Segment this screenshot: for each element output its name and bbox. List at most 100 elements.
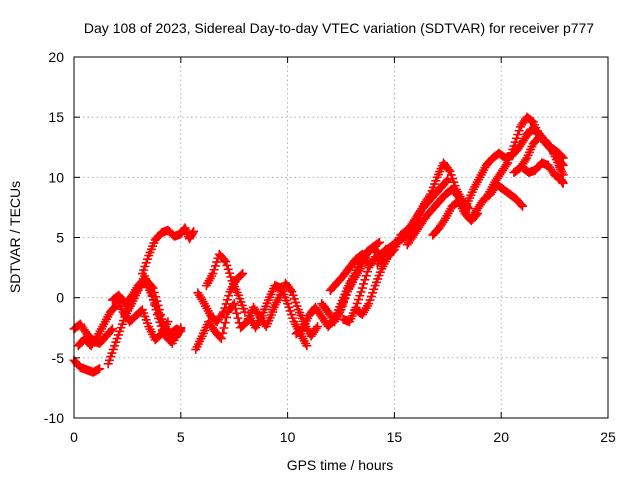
data-point	[154, 313, 164, 323]
x-tick-label: 0	[70, 429, 78, 445]
y-tick-label: 10	[48, 169, 64, 185]
data-point	[509, 141, 519, 151]
data-point	[198, 297, 208, 307]
data-point	[354, 266, 364, 276]
data-point	[208, 269, 218, 279]
series-sat-d	[103, 276, 186, 369]
data-point	[558, 153, 568, 163]
data-point	[556, 166, 566, 176]
data-point	[357, 283, 367, 293]
data-point	[220, 318, 230, 328]
data-point	[360, 275, 370, 285]
data-point	[223, 264, 233, 274]
data-point	[501, 160, 511, 170]
data-point	[311, 323, 321, 333]
data-point	[362, 267, 372, 277]
data-point	[443, 175, 453, 185]
data-point	[209, 265, 219, 275]
data-point	[556, 151, 566, 161]
data-point	[286, 285, 296, 295]
data-point	[163, 317, 173, 327]
series-sat-w	[428, 196, 483, 240]
data-point	[444, 165, 454, 175]
data-point	[354, 295, 364, 305]
y-tick-label: -10	[44, 410, 64, 426]
data-point	[555, 162, 565, 172]
data-point	[147, 290, 157, 300]
data-point	[521, 155, 531, 165]
data-point	[230, 303, 240, 313]
data-point	[219, 323, 229, 333]
y-tick-label: 0	[56, 290, 64, 306]
data-point	[516, 200, 526, 210]
data-point	[510, 137, 520, 147]
data-point	[557, 168, 567, 178]
data-point	[424, 191, 434, 201]
data-point	[220, 303, 230, 313]
data-point	[513, 129, 523, 139]
data-point	[226, 272, 236, 282]
data-point	[442, 176, 452, 186]
series-sat-ac	[522, 124, 568, 163]
data-point	[554, 160, 564, 170]
data-point	[181, 225, 191, 235]
y-tick-label: 15	[48, 109, 64, 125]
data-point	[176, 324, 186, 334]
data-point	[221, 299, 231, 309]
data-point	[157, 325, 167, 335]
data-point	[210, 261, 220, 271]
series-sat-m	[268, 278, 323, 341]
data-point	[359, 279, 369, 289]
series-sat-a	[69, 355, 105, 377]
data-point	[107, 324, 117, 334]
series-sat-h	[137, 223, 199, 279]
series-sat-q	[325, 249, 374, 295]
data-point	[219, 255, 229, 265]
data-point	[222, 260, 232, 270]
data-point	[238, 269, 248, 279]
data-point	[146, 285, 156, 295]
data-point	[556, 164, 566, 174]
data-point	[148, 295, 158, 305]
data-point	[106, 325, 116, 335]
data-point	[219, 307, 229, 317]
data-point	[218, 328, 228, 338]
data-point	[225, 268, 235, 278]
data-point	[236, 270, 246, 280]
x-tick-label: 25	[600, 429, 616, 445]
data-point	[361, 271, 371, 281]
data-point	[175, 325, 185, 335]
data-point	[189, 226, 199, 236]
data-point	[302, 341, 312, 351]
data-points	[69, 112, 568, 377]
data-point	[229, 299, 239, 309]
data-point	[374, 237, 384, 247]
data-point	[362, 301, 372, 311]
data-point	[232, 308, 242, 318]
x-tick-label: 5	[177, 429, 185, 445]
x-tick-label: 15	[387, 429, 403, 445]
chart-title: Day 108 of 2023, Sidereal Day-to-day VTE…	[84, 20, 594, 36]
series-sat-x	[466, 180, 528, 223]
data-point	[355, 291, 365, 301]
axis-ticks: 0 5 10 15 20 25 -10 -5 0 5 10 15 20	[44, 49, 616, 445]
data-point	[180, 223, 190, 233]
data-point	[221, 257, 231, 267]
data-point	[188, 228, 198, 238]
series-sat-g	[120, 271, 186, 346]
data-point	[518, 201, 528, 211]
series-sat-k	[201, 249, 250, 317]
data-point	[356, 287, 366, 297]
series-sat-ab	[518, 158, 568, 188]
data-point	[512, 133, 522, 143]
data-point	[150, 300, 160, 310]
series-sat-c	[73, 300, 122, 351]
data-point	[152, 310, 162, 320]
x-tick-label: 20	[493, 429, 509, 445]
data-point	[373, 238, 383, 248]
y-axis-label: SDTVAR / TECUs	[7, 181, 23, 293]
data-point	[216, 334, 226, 344]
data-point	[313, 322, 323, 332]
data-point	[155, 317, 165, 327]
